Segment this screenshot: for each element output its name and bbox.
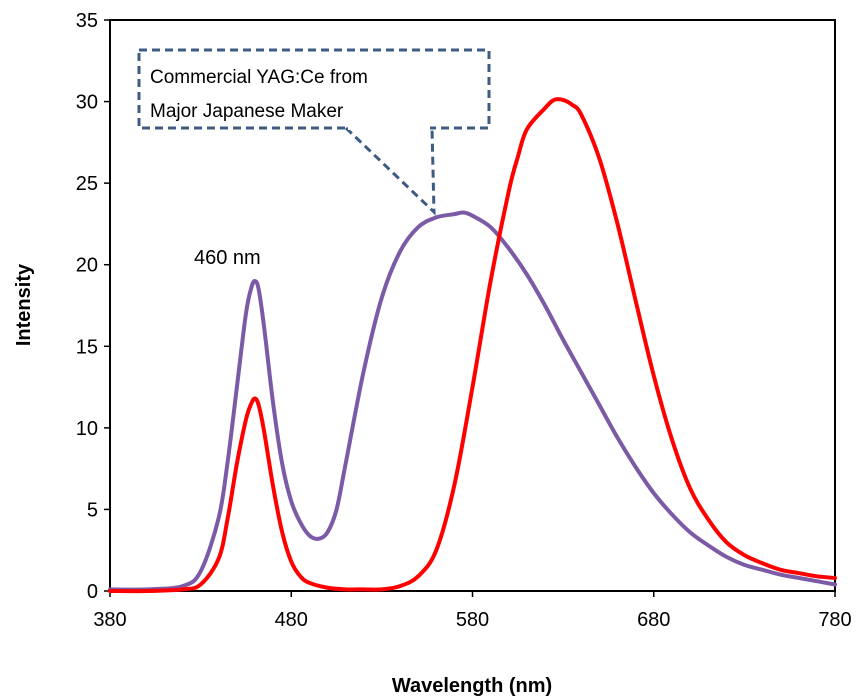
y-tick-label: 35 — [76, 10, 98, 32]
x-tick-label: 380 — [93, 609, 126, 631]
y-tick-label: 0 — [87, 581, 98, 603]
callout-line-1: Commercial YAG:Ce from — [150, 67, 368, 88]
y-axis-title: Intensity — [13, 263, 35, 346]
callout-gap-cover — [348, 126, 430, 130]
series-line-red — [108, 97, 837, 594]
x-axis-ticks: 380 480 580 680 780 — [93, 591, 852, 631]
x-axis-title: Wavelength (nm) — [392, 675, 552, 697]
y-tick-label: 25 — [76, 173, 98, 195]
y-tick-label: 10 — [76, 418, 98, 440]
callout: Commercial YAG:Ce from Major Japanese Ma… — [137, 48, 491, 216]
x-tick-label: 780 — [818, 609, 851, 631]
callout-line-2: Major Japanese Maker — [150, 101, 344, 122]
x-tick-label: 680 — [637, 609, 670, 631]
y-axis-ticks: 0 5 10 15 20 25 30 35 — [76, 10, 110, 603]
y-tick-label: 30 — [76, 92, 98, 114]
y-tick-label: 15 — [76, 336, 98, 358]
series-layer — [108, 97, 837, 594]
peak-label: 460 nm — [194, 247, 261, 269]
series-line-purple — [108, 210, 837, 592]
callout-pointer — [344, 126, 436, 216]
y-tick-label: 5 — [87, 499, 98, 521]
x-tick-label: 480 — [275, 609, 308, 631]
x-tick-label: 580 — [456, 609, 489, 631]
callout-box — [137, 48, 491, 130]
y-tick-label: 20 — [76, 255, 98, 277]
